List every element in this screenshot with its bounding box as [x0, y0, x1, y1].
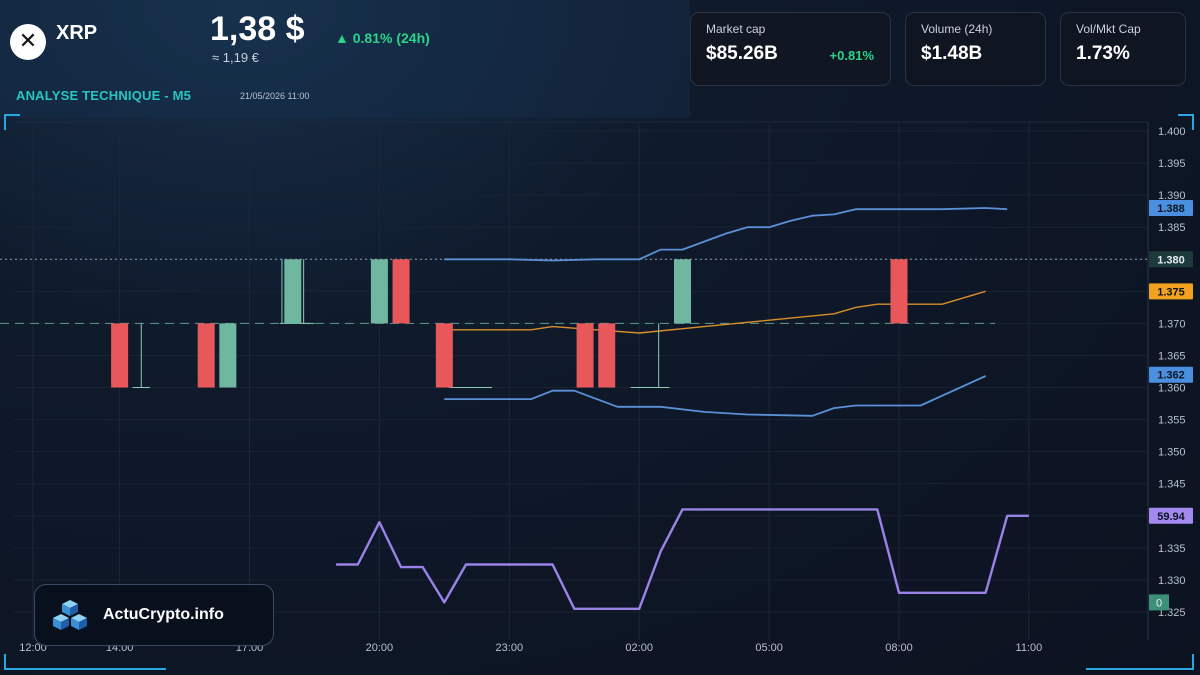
x-tick-label: 12:00: [19, 642, 47, 654]
volume-card: Volume (24h) $1.48B: [905, 12, 1046, 86]
x-tick-label: 20:00: [366, 642, 394, 654]
candle-body: [392, 259, 410, 324]
bollinger-upper-line: [444, 207, 1008, 262]
candle-body: [890, 259, 908, 324]
y-tick-label: 1.395: [1158, 158, 1186, 170]
y-tick-label: 1.330: [1158, 575, 1186, 587]
rsi-last-tag-bg: [1149, 507, 1193, 524]
y-tick-label: 1.370: [1158, 318, 1186, 330]
bollinger-lower-tag: 1.362: [1157, 370, 1185, 382]
moving-average-tag: 1.375: [1157, 286, 1185, 298]
rsi-last-tag: 59.94: [1157, 511, 1185, 523]
rsi-line: [336, 508, 1029, 610]
brand-badge: ActuCrypto.info: [34, 584, 274, 646]
rsi-baseline-tag-bg: [1149, 594, 1169, 611]
candle-body: [219, 323, 237, 388]
moving-average-tag-bg: [1149, 283, 1193, 300]
volume-label: Volume (24h): [921, 22, 993, 36]
candle-body: [576, 323, 594, 388]
coin-name: XRP: [56, 22, 98, 44]
x-tick-label: 11:00: [1016, 642, 1043, 654]
y-tick-label: 1.390: [1158, 190, 1186, 202]
analysis-datetime: 21/05/2026 11:00: [240, 91, 310, 101]
header-band: [0, 0, 690, 118]
bollinger-upper-tag: 1.388: [1157, 203, 1185, 215]
frame-corner-br: [1086, 654, 1194, 670]
brand-name: ActuCrypto.info: [103, 606, 224, 623]
y-tick-label: 1.360: [1158, 383, 1186, 395]
y-tick-label: 1.350: [1158, 447, 1186, 459]
market-cap-label: Market cap: [706, 22, 766, 36]
x-tick-label: 02:00: [625, 642, 653, 654]
x-tick-label: 23:00: [496, 642, 524, 654]
last-price-tag: 1.380: [1157, 254, 1185, 266]
last-price-tag-bg: [1149, 251, 1193, 268]
price-value: 1,38 $: [210, 10, 305, 48]
y-tick-label: 1.345: [1158, 479, 1186, 491]
market-cap-value: $85.26B: [706, 43, 778, 64]
price-eur: ≈ 1,19 €: [212, 50, 259, 65]
candle-body: [674, 259, 691, 324]
volume-value: $1.48B: [921, 43, 983, 64]
price-change: ▲ 0.81% (24h): [335, 30, 430, 46]
candle-body: [598, 323, 616, 388]
x-tick-label: 05:00: [755, 642, 783, 654]
market-cap-change: +0.81%: [829, 48, 874, 63]
y-tick-label: 1.335: [1158, 543, 1186, 555]
y-tick-label: 1.365: [1158, 350, 1186, 362]
y-tick-label: 1.355: [1158, 415, 1186, 427]
rsi-baseline-tag: 0: [1156, 597, 1162, 609]
vol-mktcap-label: Vol/Mkt Cap: [1076, 22, 1141, 36]
y-tick-label: 1.385: [1158, 222, 1186, 234]
candle-body: [370, 259, 388, 324]
x-tick-label: 08:00: [885, 642, 913, 654]
market-cap-card: Market cap $85.26B +0.81%: [690, 12, 891, 86]
vol-mktcap-value: 1.73%: [1076, 43, 1130, 64]
vol-mktcap-card: Vol/Mkt Cap 1.73%: [1060, 12, 1186, 86]
frame-corner-bl: [4, 654, 166, 670]
cubes-logo-icon: [53, 600, 87, 630]
y-tick-label: 1.400: [1158, 126, 1186, 138]
bollinger-lower-line: [444, 375, 986, 417]
bollinger-lower-tag-bg: [1149, 366, 1193, 383]
frame-corner-tr: [1178, 114, 1194, 130]
candle-body: [435, 323, 453, 388]
bollinger-upper-tag-bg: [1149, 199, 1193, 216]
candle-body: [197, 323, 215, 388]
analysis-title: ANALYSE TECHNIQUE - M5: [16, 88, 192, 103]
candle-body: [111, 323, 129, 388]
xrp-logo-icon: ✕: [10, 24, 46, 60]
candle-body: [284, 259, 302, 324]
frame-corner-tl: [4, 114, 20, 130]
